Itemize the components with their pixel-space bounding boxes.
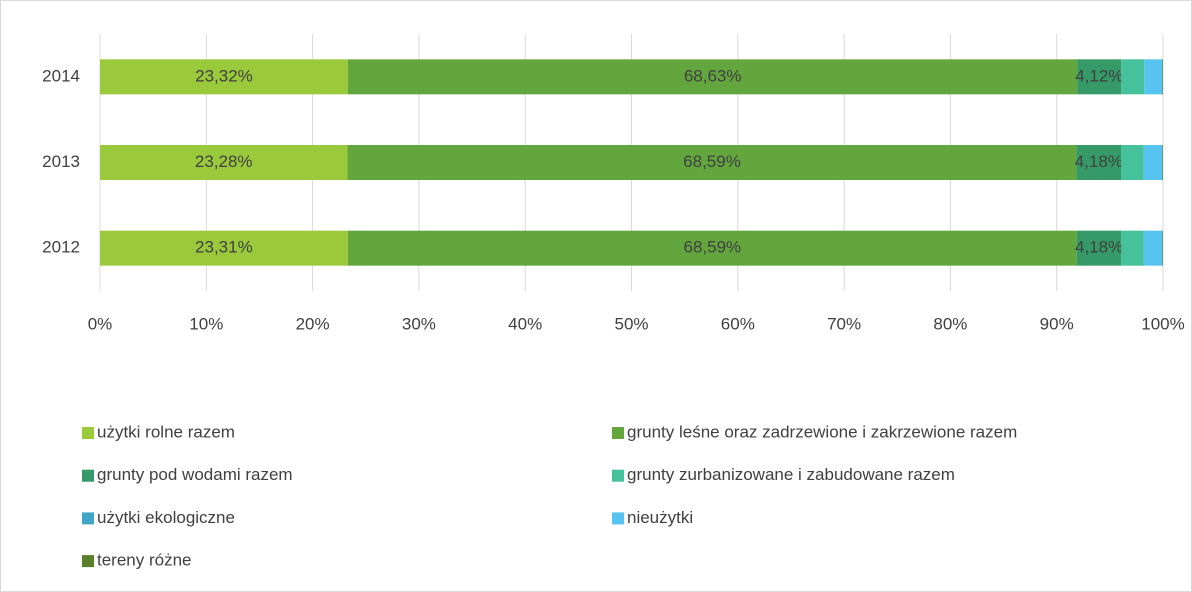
bar-segment [1077,59,1122,95]
data-label: 68,63% [684,66,742,85]
x-tick-label: 60% [721,314,755,333]
bar-segment [1121,145,1144,180]
bar-segment [1121,230,1144,266]
x-tick-label: 20% [296,314,330,333]
bar-segment [1162,145,1163,180]
bar-segment [1143,230,1163,266]
data-label: 23,32% [195,66,253,85]
bar-segment [347,145,1077,180]
legend-label: grunty zurbanizowane i zabudowane razem [627,465,955,484]
legend-swatch [82,469,94,482]
x-tick-label: 70% [827,314,861,333]
bar-segment [1076,230,1122,266]
legend-swatch [82,555,94,568]
bar-segment [1162,230,1163,266]
legend-label: użytki rolne razem [97,422,235,441]
legend-label: grunty leśne oraz zadrzewione i zakrzewi… [627,422,1017,441]
data-label: 68,59% [684,238,742,257]
legend-swatch [612,512,624,525]
bar-segment [1144,59,1163,95]
y-tick-label: 2014 [42,66,80,85]
x-tick-label: 100% [1141,314,1184,333]
x-tick-label: 50% [614,314,648,333]
data-label: 68,59% [683,152,741,171]
x-tick-label: 80% [933,314,967,333]
legend-swatch [82,512,94,525]
y-tick-label: 2013 [42,152,80,171]
legend-label: tereny różne [97,551,192,570]
data-label: 4,12% [1075,66,1123,85]
data-label: 4,18% [1075,238,1123,257]
bar-segment [347,59,1078,95]
bar-segment [1121,59,1145,95]
bar-segment [100,59,348,95]
legend-swatch [612,469,624,482]
bar-segment [1076,145,1122,180]
bar-segment [347,230,1077,266]
x-tick-label: 30% [402,314,436,333]
x-tick-label: 40% [508,314,542,333]
data-label: 23,31% [195,238,253,257]
legend-label: nieużytki [627,508,693,527]
data-label: 23,28% [195,152,253,171]
bar-segment [1143,145,1163,180]
y-tick-label: 2012 [42,238,80,257]
bar-segment [100,230,348,266]
bar-segment [100,145,348,180]
bar-segment [1162,59,1163,95]
legend-swatch [612,427,624,439]
x-tick-label: 10% [189,314,223,333]
legend-swatch [82,427,94,439]
legend-label: użytki ekologiczne [97,508,235,527]
x-tick-label: 90% [1040,314,1074,333]
data-label: 4,18% [1075,152,1123,171]
legend-label: grunty pod wodami razem [97,465,293,484]
x-tick-label: 0% [88,314,113,333]
